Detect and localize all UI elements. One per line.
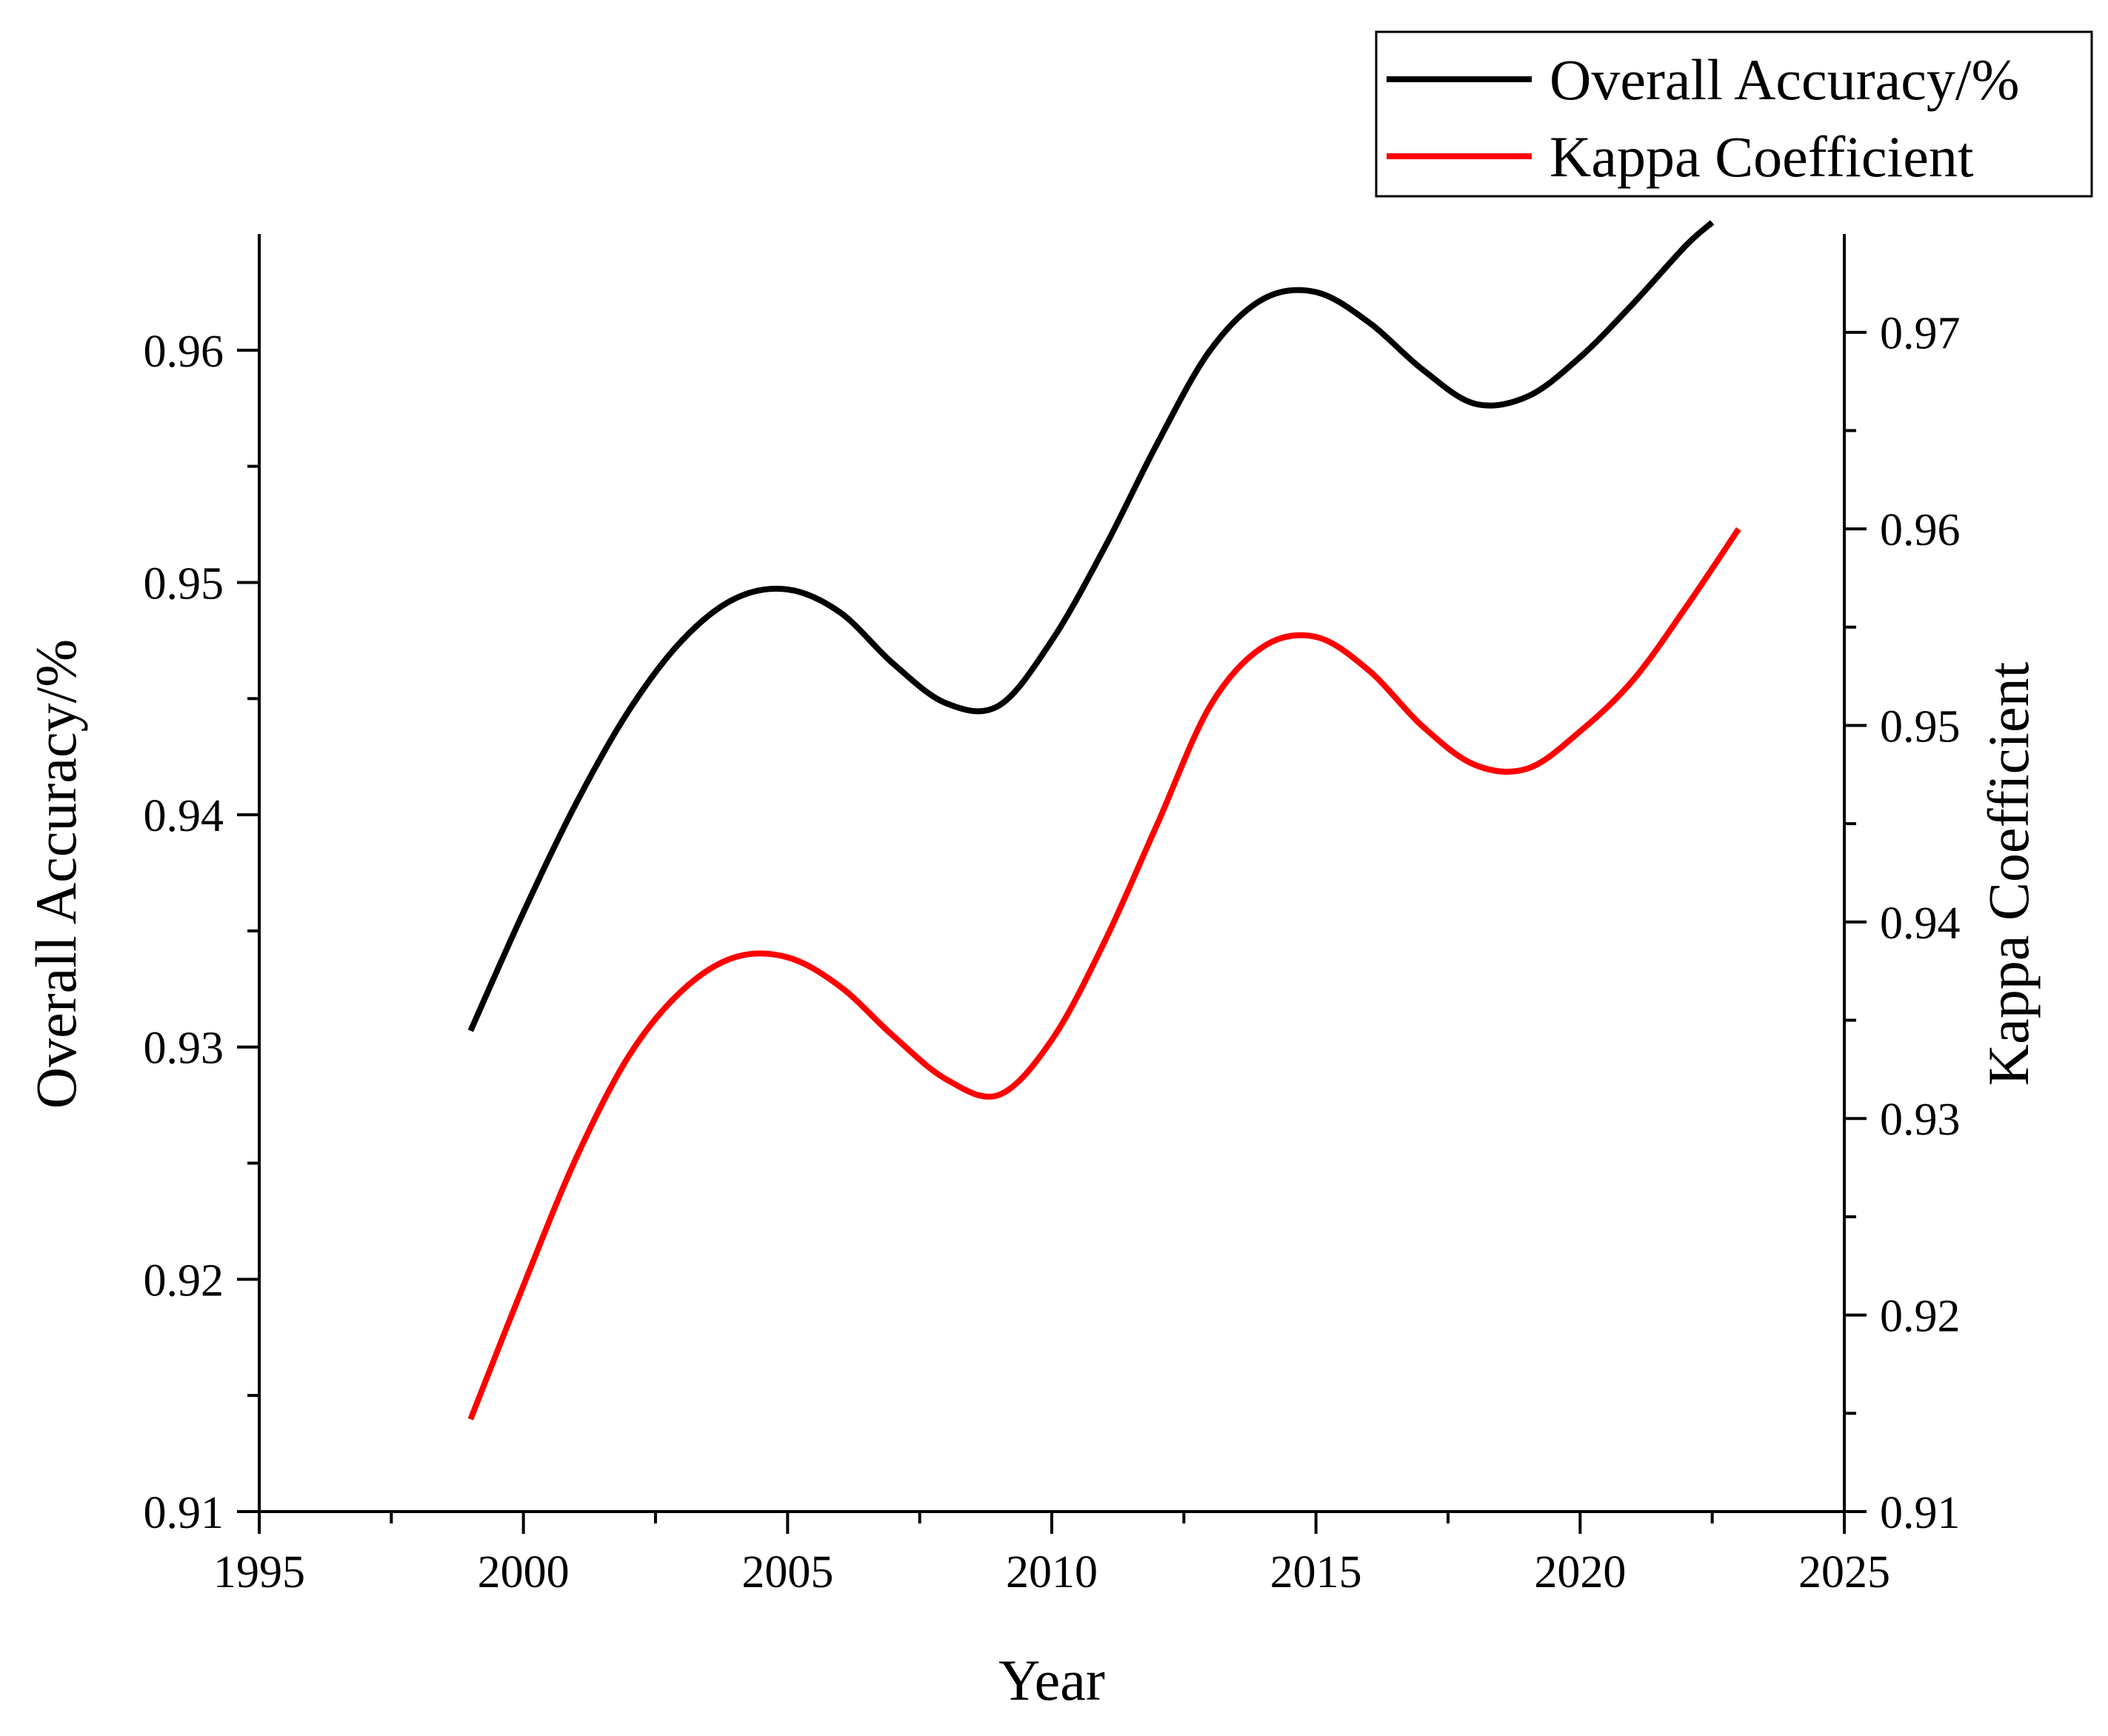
x-tick-label: 2010 <box>1006 1547 1098 1598</box>
right-y-axis-ticks: 0.91 0.92 0.93 0.94 0.95 0.96 0.97 <box>1844 309 1961 1538</box>
x-tick-label: 2025 <box>1798 1547 1890 1598</box>
legend-label-overall-accuracy: Overall Accuracy/% <box>1550 47 2020 112</box>
right-y-tick-label: 0.92 <box>1880 1292 1961 1342</box>
series-line-overall-accuracy <box>467 220 1715 1032</box>
right-y-axis-title: Kappa Coefficient <box>1976 661 2041 1086</box>
x-tick-label: 2020 <box>1534 1547 1626 1598</box>
left-y-axis-ticks: 0.91 0.92 0.93 0.94 0.95 0.96 <box>144 327 259 1538</box>
legend-box <box>1375 30 2093 198</box>
legend: Overall Accuracy/% Kappa Coefficient <box>1375 30 2093 198</box>
series-line-kappa-coefficient <box>467 527 1741 1420</box>
left-y-tick-label: 0.95 <box>144 558 224 609</box>
right-y-tick-label: 0.95 <box>1880 701 1961 752</box>
right-y-tick-label: 0.94 <box>1880 898 1961 949</box>
legend-label-kappa-coefficient: Kappa Coefficient <box>1550 124 1974 189</box>
x-tick-label: 2000 <box>478 1547 570 1598</box>
right-y-tick-label: 0.96 <box>1880 505 1961 555</box>
right-y-tick-label: 0.91 <box>1880 1488 1961 1538</box>
x-axis-ticks: 1995 2000 2005 2010 2015 2020 2025 <box>213 1512 1890 1598</box>
left-y-tick-label: 0.94 <box>144 791 224 841</box>
x-tick-label: 2015 <box>1270 1547 1362 1598</box>
left-y-tick-label: 0.93 <box>144 1024 224 1074</box>
left-y-tick-label: 0.91 <box>144 1488 224 1538</box>
x-axis-title: Year <box>998 1648 1105 1712</box>
right-y-tick-label: 0.93 <box>1880 1095 1961 1145</box>
series-layer <box>467 220 1741 1420</box>
right-y-tick-label: 0.97 <box>1880 309 1961 359</box>
left-y-axis-title: Overall Accuracy/% <box>24 639 88 1109</box>
x-tick-label: 2005 <box>741 1547 833 1598</box>
left-y-tick-label: 0.92 <box>144 1255 224 1306</box>
left-y-tick-label: 0.96 <box>144 327 224 377</box>
x-tick-label: 1995 <box>213 1547 305 1598</box>
